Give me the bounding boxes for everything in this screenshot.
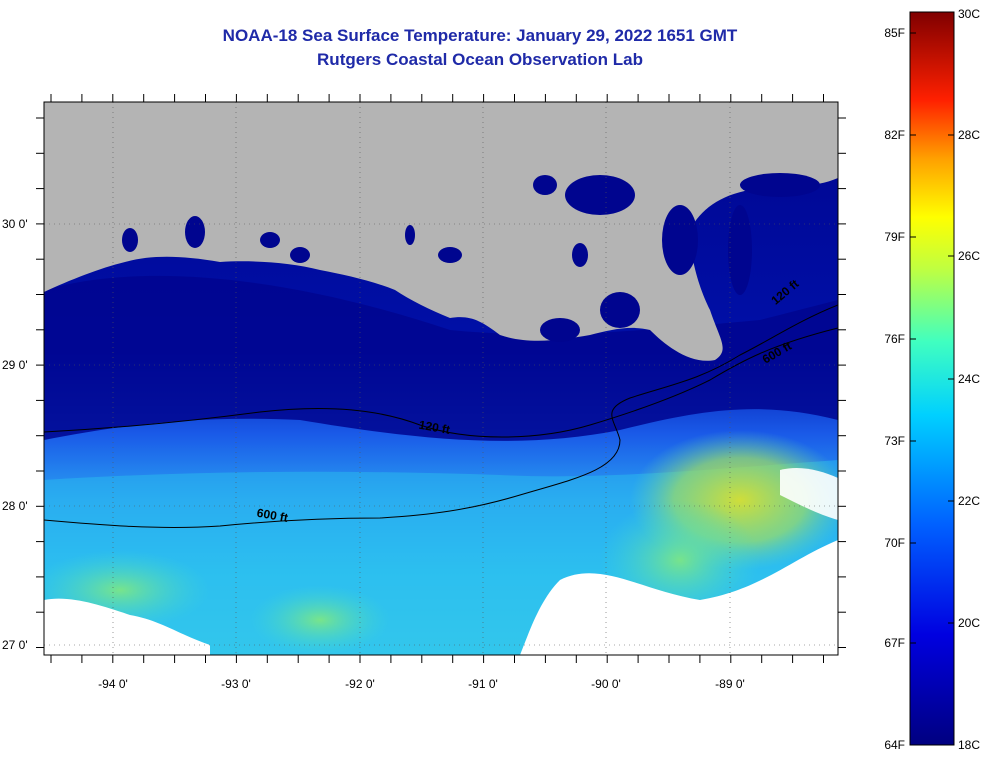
colorbar-gradient	[910, 12, 954, 745]
land-mass	[44, 102, 838, 361]
colorbar-f-label: 67F	[884, 636, 905, 650]
contour-120ft	[44, 327, 838, 438]
cold-nearshore-band	[44, 275, 838, 441]
colorbar-f-label: 79F	[884, 230, 905, 244]
colorbar-f-label: 73F	[884, 434, 905, 448]
lon-tick-label: -92 0'	[345, 677, 375, 691]
colorbar-c-label: 28C	[958, 128, 980, 142]
cloud-cover	[44, 467, 838, 655]
map-subtitle: Rutgers Coastal Ocean Observation Lab	[317, 50, 643, 69]
contour-600ft	[44, 304, 838, 528]
lat-tick-label: 27 0'	[2, 638, 28, 652]
lat-tick-label: 29 0'	[2, 358, 28, 372]
inland-water	[122, 173, 820, 342]
colorbar: 85F 82F 79F 76F 73F 70F 67F 64F 30C 28C …	[884, 7, 980, 752]
colorbar-f-label: 70F	[884, 536, 905, 550]
contour-label: 120 ft	[418, 418, 451, 437]
colorbar-c-label: 24C	[958, 372, 980, 386]
lon-tick-label: -90 0'	[591, 677, 621, 691]
green-patch-west	[250, 585, 390, 655]
colorbar-c-label: 30C	[958, 7, 980, 21]
colorbar-f-label: 85F	[884, 26, 905, 40]
map-area	[44, 102, 838, 655]
colorbar-c-label: 26C	[958, 249, 980, 263]
lat-tick-label: 30 0'	[2, 217, 28, 231]
map-frame	[43, 101, 839, 656]
contour-label: 600 ft	[256, 506, 289, 525]
graticule	[44, 102, 838, 655]
lon-tick-label: -94 0'	[98, 677, 128, 691]
colorbar-f-label: 82F	[884, 128, 905, 142]
map-title: NOAA-18 Sea Surface Temperature: January…	[222, 26, 738, 45]
colorbar-c-label: 22C	[958, 494, 980, 508]
colorbar-c-label: 18C	[958, 738, 980, 752]
lon-tick-label: -89 0'	[715, 677, 745, 691]
axis-ticks	[36, 94, 846, 663]
lat-tick-label: 28 0'	[2, 499, 28, 513]
colorbar-f-label: 64F	[884, 738, 905, 752]
lon-tick-label: -93 0'	[221, 677, 251, 691]
lon-tick-label: -91 0'	[468, 677, 498, 691]
colorbar-c-label: 20C	[958, 616, 980, 630]
colorbar-f-label: 76F	[884, 332, 905, 346]
colorbar-ticks	[910, 32, 954, 644]
